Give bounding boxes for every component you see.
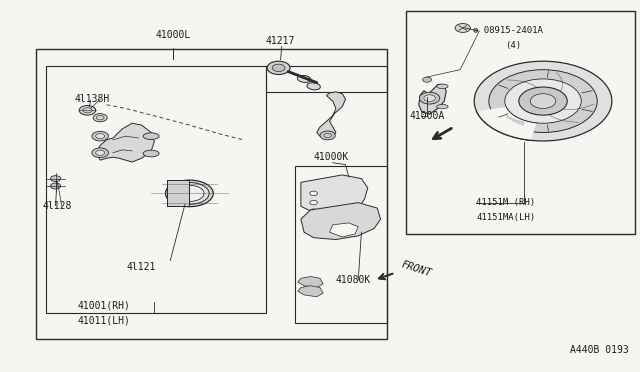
- Polygon shape: [301, 175, 368, 215]
- Text: 41151M (RH): 41151M (RH): [476, 198, 535, 207]
- Text: 41000L: 41000L: [156, 30, 191, 40]
- Polygon shape: [167, 180, 189, 206]
- Text: 4l138H: 4l138H: [75, 94, 110, 104]
- Text: 41151MA(LH): 41151MA(LH): [476, 213, 535, 222]
- Circle shape: [519, 87, 567, 115]
- Polygon shape: [317, 92, 346, 138]
- Circle shape: [424, 95, 435, 102]
- Wedge shape: [477, 107, 536, 140]
- Circle shape: [272, 64, 285, 71]
- Ellipse shape: [307, 83, 321, 90]
- Circle shape: [489, 70, 597, 132]
- Ellipse shape: [298, 76, 311, 83]
- Text: 41001(RH): 41001(RH): [78, 301, 131, 311]
- Polygon shape: [330, 223, 358, 237]
- Circle shape: [310, 209, 317, 213]
- Circle shape: [79, 106, 96, 115]
- Text: 41217: 41217: [266, 36, 295, 46]
- Circle shape: [92, 148, 108, 158]
- Text: 41000K: 41000K: [314, 152, 349, 162]
- Ellipse shape: [143, 133, 159, 140]
- Text: 41000A: 41000A: [409, 111, 444, 121]
- Circle shape: [320, 131, 335, 140]
- Circle shape: [531, 94, 556, 109]
- Ellipse shape: [170, 183, 209, 204]
- Polygon shape: [419, 84, 446, 114]
- Polygon shape: [301, 203, 381, 240]
- Text: A440B 0193: A440B 0193: [570, 345, 629, 355]
- Circle shape: [455, 23, 470, 32]
- Text: 4l121: 4l121: [127, 262, 156, 272]
- Circle shape: [474, 61, 612, 141]
- Text: ⊗ 08915-2401A: ⊗ 08915-2401A: [473, 26, 543, 35]
- Circle shape: [310, 201, 317, 205]
- Polygon shape: [97, 123, 154, 162]
- Circle shape: [51, 176, 61, 182]
- Polygon shape: [298, 286, 323, 297]
- Circle shape: [96, 150, 104, 155]
- Ellipse shape: [166, 180, 213, 207]
- Circle shape: [267, 61, 290, 74]
- Ellipse shape: [436, 84, 448, 89]
- Circle shape: [92, 131, 108, 141]
- Circle shape: [505, 79, 581, 123]
- Text: 41080K: 41080K: [336, 275, 371, 285]
- Ellipse shape: [175, 185, 204, 202]
- Circle shape: [51, 183, 61, 189]
- Text: 4l128: 4l128: [43, 201, 72, 211]
- Circle shape: [96, 134, 104, 139]
- Circle shape: [310, 191, 317, 196]
- Text: FRONT: FRONT: [399, 260, 433, 279]
- Polygon shape: [298, 276, 323, 288]
- Circle shape: [422, 77, 431, 82]
- Ellipse shape: [436, 105, 448, 109]
- Ellipse shape: [143, 150, 159, 157]
- Circle shape: [93, 113, 107, 122]
- Text: (4): (4): [505, 41, 521, 50]
- Circle shape: [419, 92, 440, 104]
- Text: 41011(LH): 41011(LH): [78, 316, 131, 326]
